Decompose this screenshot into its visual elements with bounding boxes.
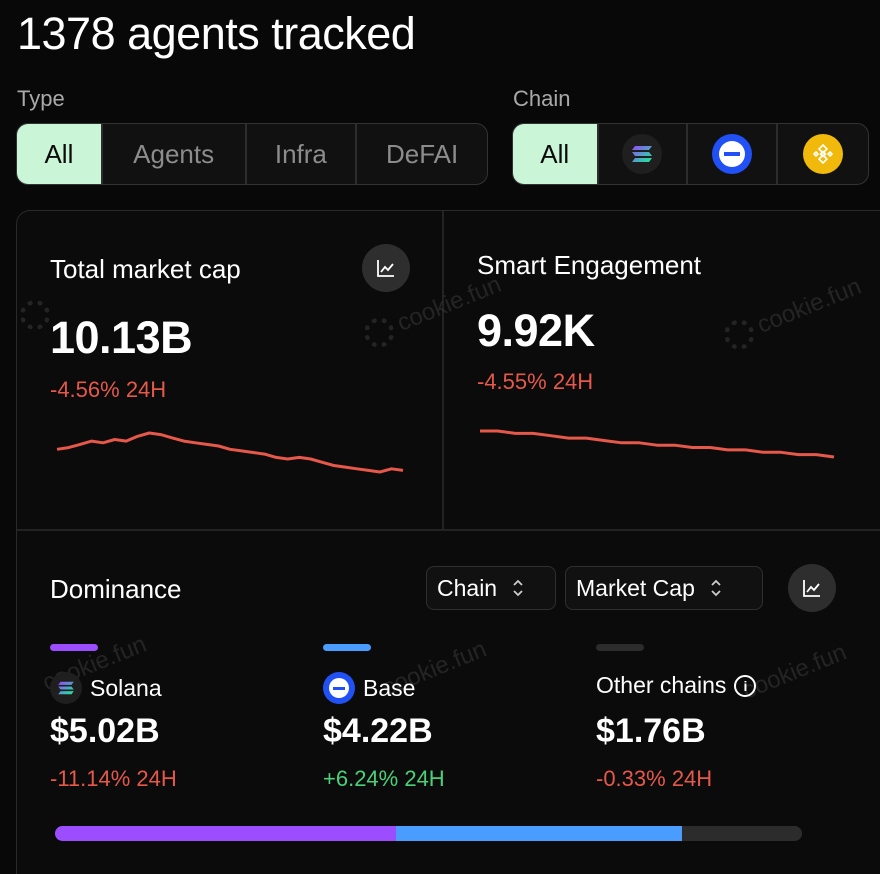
dominance-bar-segment-0: [55, 826, 397, 841]
dominance-bar-segment-1: [396, 826, 683, 841]
dominance-solana-label: Solana: [50, 672, 162, 704]
base-icon: [711, 134, 752, 174]
stats-panel: [16, 210, 880, 874]
dominance-solana-value: $5.02B: [50, 712, 160, 750]
market-cap-chart-button[interactable]: [362, 244, 410, 292]
chain-filter: All: [512, 123, 869, 185]
chain-filter-label: Chain: [513, 86, 571, 111]
metric-select-label: Market Cap: [576, 574, 695, 601]
chain-base-button[interactable]: [688, 124, 778, 184]
dominance-bar: [55, 826, 802, 841]
engagement-title: Smart Engagement: [477, 250, 702, 280]
solana-icon: [622, 134, 663, 174]
market-cap-title: Total market cap: [50, 254, 241, 284]
engagement-change: -4.55% 24H: [477, 369, 594, 394]
dominance-solana-change: -11.14% 24H: [50, 766, 177, 791]
metric-select[interactable]: Market Cap: [565, 566, 763, 610]
type-filter-label: Type: [17, 86, 65, 111]
info-icon[interactable]: i: [734, 674, 757, 697]
chain-select-label: Chain: [437, 574, 498, 601]
dominance-base-label: Base: [323, 672, 415, 704]
dominance-bar-segment-2: [682, 826, 802, 841]
card-divider-horizontal: [17, 529, 880, 531]
dominance-title: Dominance: [50, 574, 182, 604]
type-infra-button[interactable]: Infra: [247, 124, 358, 184]
dominance-other-label: Other chains i: [596, 672, 757, 699]
base-swatch: [323, 644, 371, 651]
sparkline-path: [480, 429, 835, 459]
chain-all-button[interactable]: All: [513, 124, 599, 184]
type-all-button[interactable]: All: [17, 124, 103, 184]
dominance-base-value: $4.22B: [323, 712, 433, 750]
chevron-updown-icon: [513, 579, 523, 597]
type-defai-button[interactable]: DeFAI: [386, 138, 459, 169]
chart-icon: [377, 260, 394, 277]
chain-solana-button[interactable]: [599, 124, 689, 184]
engagement-value: 9.92K: [477, 305, 595, 356]
type-filter: All Agents Infra DeFAI: [16, 123, 488, 185]
chain-bnb-button[interactable]: [778, 124, 868, 184]
dominance-base-change: +6.24% 24H: [323, 766, 445, 791]
base-icon: [323, 672, 355, 704]
page-title: 1378 agents tracked: [17, 8, 416, 59]
sparkline-path: [56, 431, 404, 474]
chevron-updown-icon: [711, 579, 721, 597]
card-divider-vertical: [442, 211, 444, 531]
market-cap-change: -4.56% 24H: [50, 377, 167, 402]
dominance-chart-button[interactable]: [788, 564, 836, 612]
engagement-sparkline: [480, 429, 835, 459]
type-agents-button[interactable]: Agents: [103, 124, 247, 184]
solana-swatch: [50, 644, 98, 651]
chart-icon: [803, 580, 820, 597]
other-chains-swatch: [596, 644, 644, 651]
market-cap-value: 10.13B: [50, 312, 193, 363]
chain-select[interactable]: Chain: [426, 566, 556, 610]
dominance-other-change: -0.33% 24H: [596, 766, 713, 791]
solana-icon: [50, 672, 82, 704]
dominance-other-value: $1.76B: [596, 712, 706, 750]
bnb-icon: [802, 134, 843, 174]
market-cap-sparkline: [56, 431, 404, 474]
